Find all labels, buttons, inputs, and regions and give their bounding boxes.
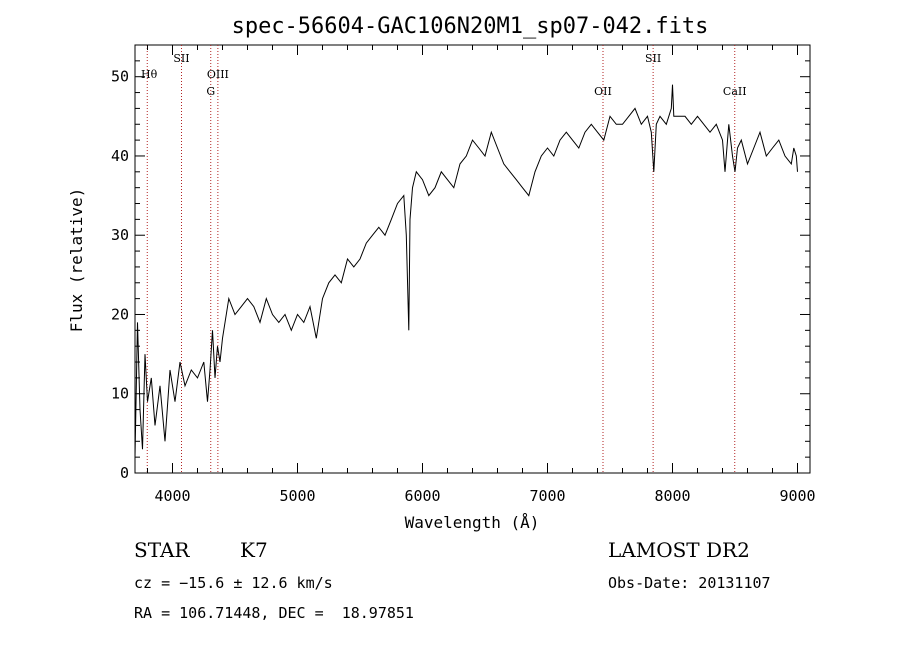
object-subclass: K7 bbox=[240, 538, 268, 562]
redshift-velocity: cz = −15.6 ± 12.6 km/s bbox=[134, 574, 333, 592]
observation-date: Obs-Date: 20131107 bbox=[608, 574, 771, 592]
y-tick-label: 50 bbox=[111, 68, 129, 86]
y-tick-label: 30 bbox=[111, 226, 129, 244]
y-axis-label: Flux (relative) bbox=[67, 188, 86, 333]
line-marker-label: Hθ bbox=[141, 68, 158, 81]
x-tick-label: 4000 bbox=[154, 487, 190, 505]
line-marker-label: CaII bbox=[723, 85, 747, 98]
x-tick-label: 5000 bbox=[279, 487, 315, 505]
x-axis-label: Wavelength (Å) bbox=[405, 513, 540, 532]
plot-area: Hθ SII G OIII OII SII CaII 4000 5000 6000 7000 8000… bbox=[111, 44, 816, 505]
y-tick-label: 10 bbox=[111, 385, 129, 403]
line-marker-label: SII bbox=[645, 52, 661, 65]
line-marker-label: OII bbox=[594, 85, 612, 98]
plot-frame bbox=[134, 44, 811, 474]
line-marker-label: G bbox=[206, 85, 215, 98]
chart-title: spec-56604-GAC106N20M1_sp07-042.fits bbox=[232, 14, 709, 39]
line-marker-label: OIII bbox=[207, 68, 229, 81]
object-class: STAR bbox=[134, 538, 190, 562]
survey-name: LAMOST DR2 bbox=[608, 538, 750, 562]
x-tick-label: 7000 bbox=[529, 487, 565, 505]
line-marker-label: SII bbox=[173, 52, 189, 65]
y-tick-label: 0 bbox=[120, 464, 129, 482]
coordinates: RA = 106.71448, DEC = 18.97851 bbox=[134, 604, 414, 622]
x-tick-label: 8000 bbox=[654, 487, 690, 505]
x-tick-label: 9000 bbox=[779, 487, 815, 505]
spectrum-line bbox=[134, 84, 798, 458]
y-tick-label: 20 bbox=[111, 305, 129, 323]
x-tick-label: 6000 bbox=[404, 487, 440, 505]
y-tick-label: 40 bbox=[111, 147, 129, 165]
